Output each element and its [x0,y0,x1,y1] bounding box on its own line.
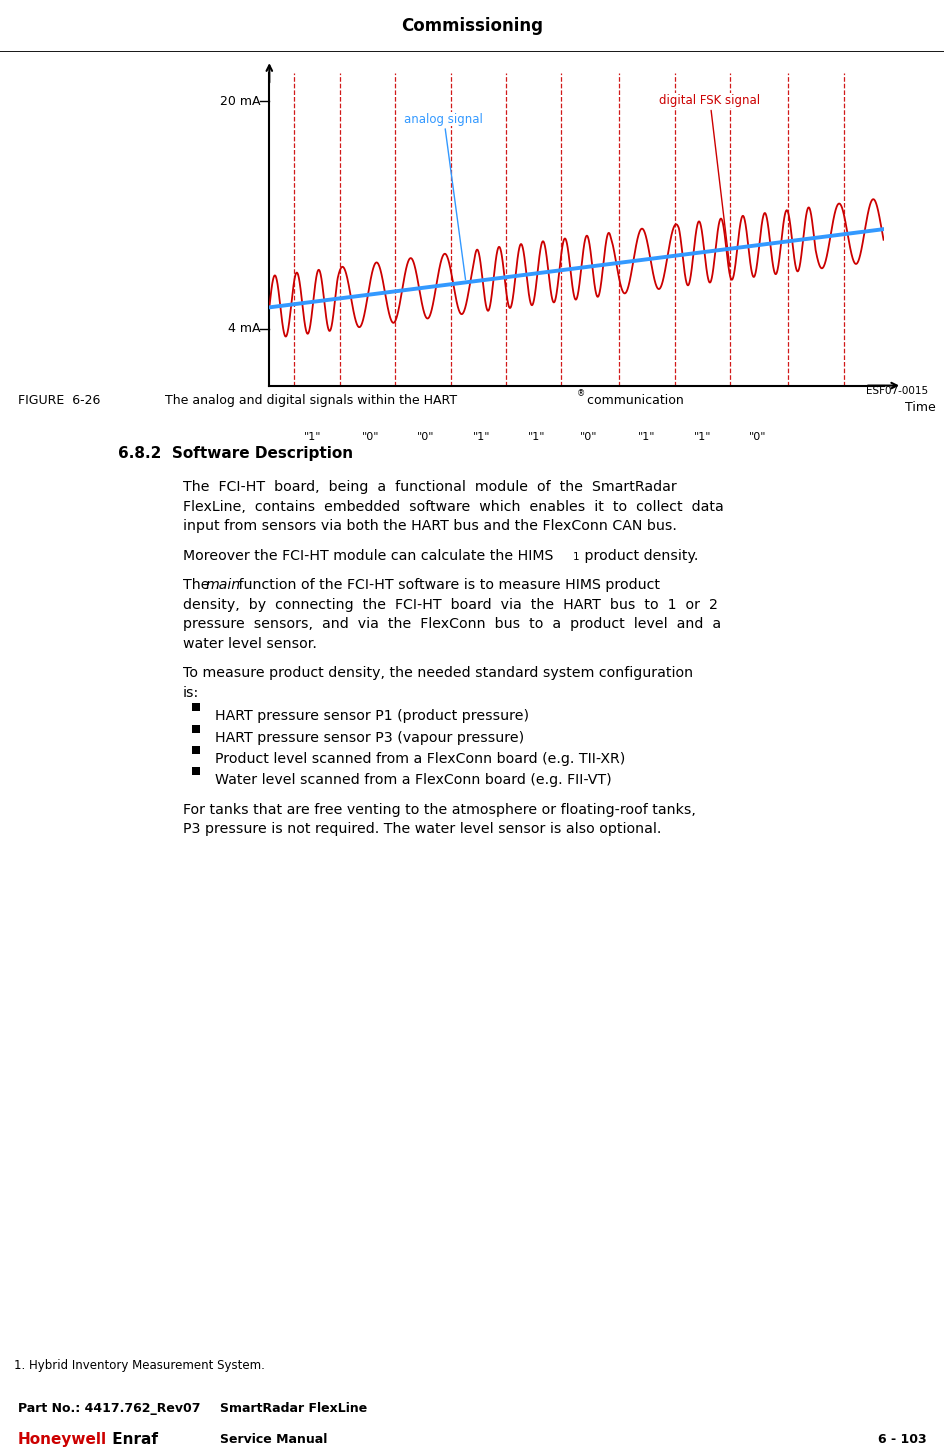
Text: function of the FCI-HT software is to measure HIMS product: function of the FCI-HT software is to me… [234,578,659,592]
Text: density,  by  connecting  the  FCI-HT  board  via  the  HART  bus  to  1  or  2: density, by connecting the FCI-HT board … [183,598,717,611]
Text: Time: Time [904,402,935,415]
Text: Part No.: 4417.762_Rev07: Part No.: 4417.762_Rev07 [18,1401,200,1414]
Bar [192,725,200,732]
Text: 1: 1 [572,551,579,562]
Text: The analog and digital signals within the HART: The analog and digital signals within th… [165,394,457,407]
Text: Service Manual: Service Manual [220,1433,327,1446]
Text: "0": "0" [748,432,766,442]
Bar [192,746,200,754]
Text: "1": "1" [637,432,655,442]
Text: ESF07-0015: ESF07-0015 [865,386,927,396]
Text: 1. Hybrid Inventory Measurement System.: 1. Hybrid Inventory Measurement System. [14,1359,264,1372]
Text: 4 mA: 4 mA [228,322,260,335]
Text: analog signal: analog signal [404,112,482,279]
Text: digital FSK signal: digital FSK signal [659,95,760,266]
Text: To measure product density, the needed standard system configuration: To measure product density, the needed s… [183,666,692,679]
Text: Moreover the FCI-HT module can calculate the HIMS: Moreover the FCI-HT module can calculate… [183,549,553,563]
Text: Enraf: Enraf [107,1432,158,1446]
Text: The  FCI-HT  board,  being  a  functional  module  of  the  SmartRadar: The FCI-HT board, being a functional mod… [183,480,676,495]
Text: Commissioning: Commissioning [401,17,543,35]
Bar [192,703,200,711]
Text: "0": "0" [362,432,379,442]
Bar [192,767,200,776]
Text: SmartRadar FlexLine: SmartRadar FlexLine [220,1401,367,1414]
Text: is:: is: [183,685,199,700]
Text: FIGURE  6-26: FIGURE 6-26 [18,394,100,407]
Text: pressure  sensors,  and  via  the  FlexConn  bus  to  a  product  level  and  a: pressure sensors, and via the FlexConn b… [183,617,720,631]
Text: ®: ® [577,388,584,397]
Text: water level sensor.: water level sensor. [183,637,316,650]
Text: Water level scanned from a FlexConn board (e.g. FII-VT): Water level scanned from a FlexConn boar… [215,774,611,787]
Text: "0": "0" [580,432,597,442]
Text: 20 mA: 20 mA [219,95,260,108]
Text: "1": "1" [472,432,490,442]
Text: HART pressure sensor P3 (vapour pressure): HART pressure sensor P3 (vapour pressure… [215,730,524,745]
Text: "0": "0" [416,432,434,442]
Text: FlexLine,  contains  embedded  software  which  enables  it  to  collect  data: FlexLine, contains embedded software whi… [183,499,723,514]
Text: "1": "1" [303,432,321,442]
Text: HART pressure sensor P1 (product pressure): HART pressure sensor P1 (product pressur… [215,709,529,723]
Text: The: The [183,578,213,592]
Text: communication: communication [582,394,683,407]
Text: 6 - 103: 6 - 103 [877,1433,926,1446]
Text: For tanks that are free venting to the atmosphere or floating-roof tanks,: For tanks that are free venting to the a… [183,803,695,816]
Text: input from sensors via both the HART bus and the FlexConn CAN bus.: input from sensors via both the HART bus… [183,519,676,533]
Text: "1": "1" [693,432,711,442]
Text: Honeywell: Honeywell [18,1432,107,1446]
Text: product density.: product density. [580,549,698,563]
Text: "1": "1" [527,432,545,442]
Text: P3 pressure is not required. The water level sensor is also optional.: P3 pressure is not required. The water l… [183,822,661,837]
Text: main: main [206,578,241,592]
Text: Product level scanned from a FlexConn board (e.g. TII-XR): Product level scanned from a FlexConn bo… [215,752,625,765]
Text: 6.8.2  Software Description: 6.8.2 Software Description [118,447,353,461]
